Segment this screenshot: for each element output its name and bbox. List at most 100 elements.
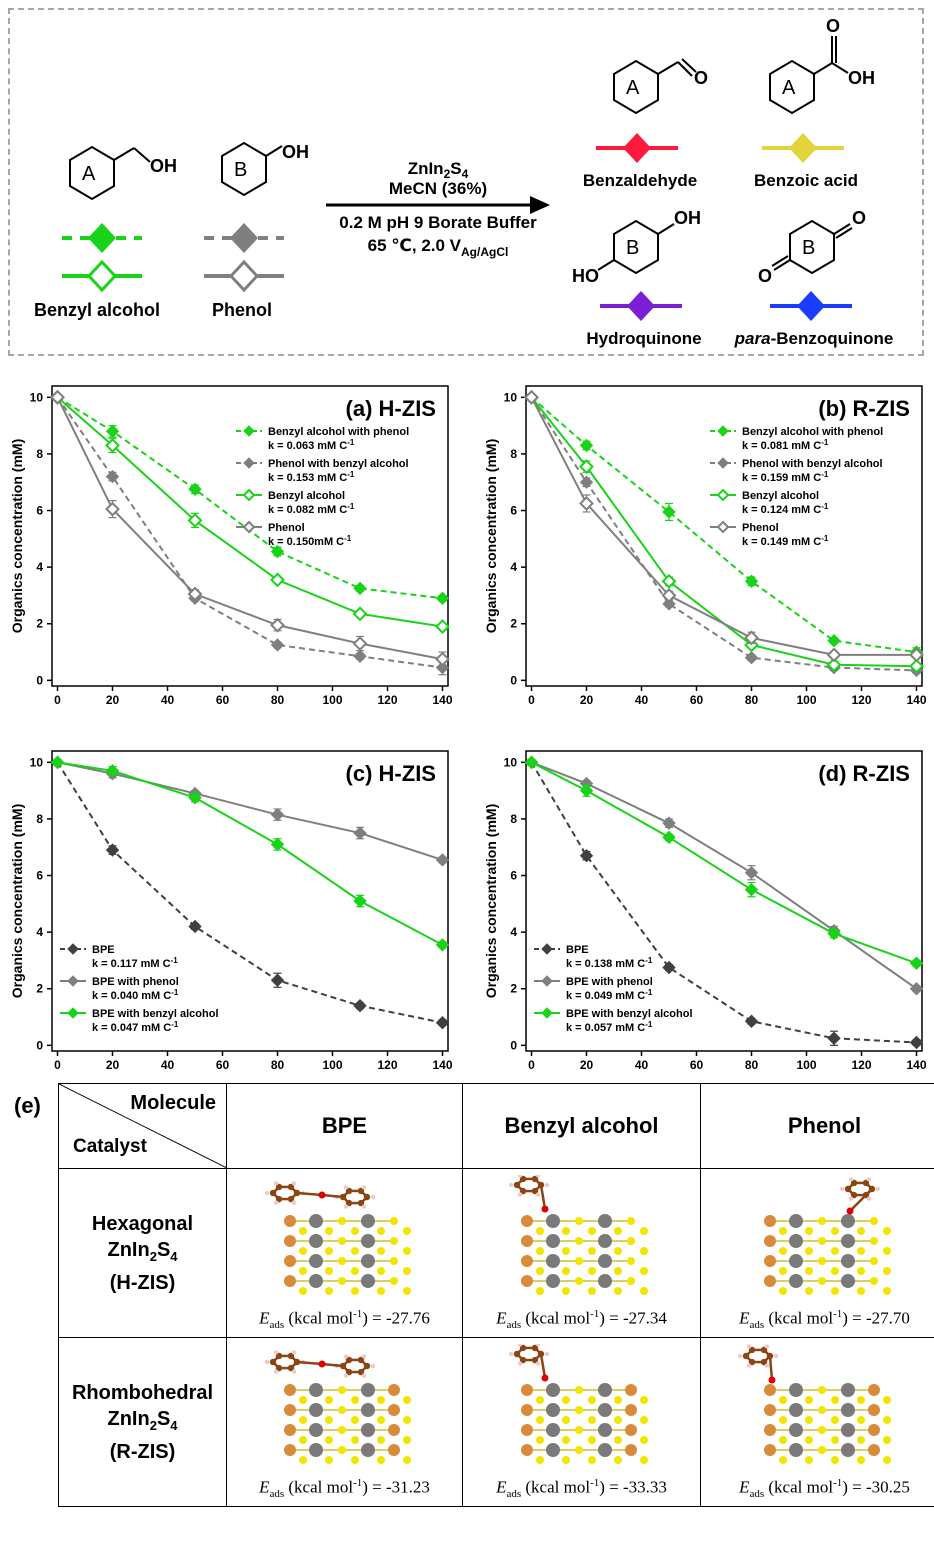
sulfur-atom [613,1396,622,1404]
adsorption-energy-label: Eads (kcal mol-1) = -33.33 [496,1476,667,1500]
hydroquinone-label: Hydroquinone [586,329,701,348]
carbon-atom [275,1195,282,1203]
hydrogen-atom [517,1344,522,1347]
adsorption-energy-label: Eads (kcal mol-1) = -27.76 [259,1307,430,1331]
atom [869,1277,878,1285]
carbon-atom [357,1368,364,1376]
carbon-atom [513,1181,520,1189]
legend-rate-constant: k = 0.049 mM C-1 [566,988,653,1002]
atom [817,1237,826,1245]
oh-label: OH [282,142,309,162]
sulfur-atom [639,1247,648,1255]
benzoic-acid-label: Benzoic acid [754,171,858,190]
hydrogen-atom [737,1353,742,1359]
atom [869,1217,878,1225]
hydrogen-atom [361,1373,366,1378]
x-tick-label: 60 [216,693,230,707]
carbon-oxygen-bond [848,1188,873,1212]
atom [763,1444,776,1456]
atom [520,1275,533,1287]
sulfur-atom [402,1267,411,1275]
sulfur-atom [535,1247,544,1255]
sulfur-atom [856,1227,865,1235]
sulfur-atom [298,1247,307,1255]
sulfur-atom [324,1456,333,1464]
buffer-label: 0.2 M pH 9 Borate Buffer [339,213,537,232]
carbon-atom [760,1358,767,1366]
adsorption-structure [264,1181,411,1295]
series-phenol-with-benzyl-alcohol [50,390,450,676]
x-tick-label: 20 [580,693,594,707]
atom [624,1384,637,1396]
y-tick-label: 4 [36,560,43,574]
legend-marker [242,488,256,502]
carbon-atom [345,1356,352,1364]
atom [788,1383,803,1397]
sulfur-atom [535,1416,544,1424]
atom [624,1424,637,1436]
legend-label: BPE with phenol [566,976,653,988]
data-point [524,755,539,770]
atom [597,1383,612,1397]
atom [360,1443,375,1457]
data-point [744,630,759,646]
sulfur-atom [613,1416,622,1424]
x-tick-label: 120 [851,1058,871,1072]
atom [867,1424,880,1436]
carbon-oxygen-bond [321,1362,343,1368]
hydrogen-atom [361,1185,366,1190]
row-header-rhombohedral: Rhombohedral ZnIn2S4 (R-ZIS) [58,1337,227,1507]
svg-text:B: B [626,237,639,259]
adsorption-energy-value: -33.33 [622,1477,667,1497]
atom [574,1237,583,1245]
legend-rate-constant: k = 0.117 mM C-1 [92,956,178,970]
x-tick-label: 0 [528,693,535,707]
carbon-atom [287,1364,294,1372]
x-tick-label: 100 [796,693,816,707]
y-tick-label: 0 [36,1038,43,1052]
carbon-oxygen-bond [296,1191,322,1197]
oxygen-atom [541,1374,548,1382]
carbon-atom [269,1189,276,1197]
atom [337,1406,346,1414]
carbon-atom [275,1352,282,1360]
carbon-atom [345,1368,352,1376]
y-axis-label: Organics concentration (mM) [9,804,25,998]
hydrogen-atom [508,1182,513,1188]
atom [597,1254,612,1268]
atom [763,1424,776,1436]
carbon-atom [275,1183,282,1191]
sulfur-atom [882,1456,891,1464]
atom [597,1423,612,1437]
data-point [744,1014,759,1028]
sulfur-atom [376,1436,385,1444]
atom [817,1386,826,1394]
sulfur-atom [778,1436,787,1444]
data-point [662,816,676,830]
data-point [270,638,285,652]
adsorption-energy-table: Molecule Catalyst BPE Benzyl alcohol Phe… [58,1083,934,1507]
x-tick-label: 140 [432,693,452,707]
atom [763,1275,776,1287]
sulfur-atom [535,1267,544,1275]
data-point [524,389,539,405]
atom [597,1274,612,1288]
benzaldehyde-label: Benzaldehyde [583,171,697,190]
sulfur-atom [804,1287,813,1295]
atom [545,1254,560,1268]
sulfur-atom [324,1396,333,1404]
hydrogen-atom [273,1181,278,1186]
atom [337,1277,346,1285]
sulfur-atom [376,1396,385,1404]
y-tick-label: 10 [504,390,518,404]
legend-label: BPE [566,944,589,956]
sulfur-atom [856,1396,865,1404]
data-point [270,807,285,822]
hydrogen-atom [343,1185,348,1190]
sulfur-atom [778,1416,787,1424]
oxygen-atom [846,1207,853,1215]
atom [788,1443,803,1457]
hydrogen-atom [273,1200,278,1205]
x-axis-label: Charge (C) [214,1074,286,1075]
